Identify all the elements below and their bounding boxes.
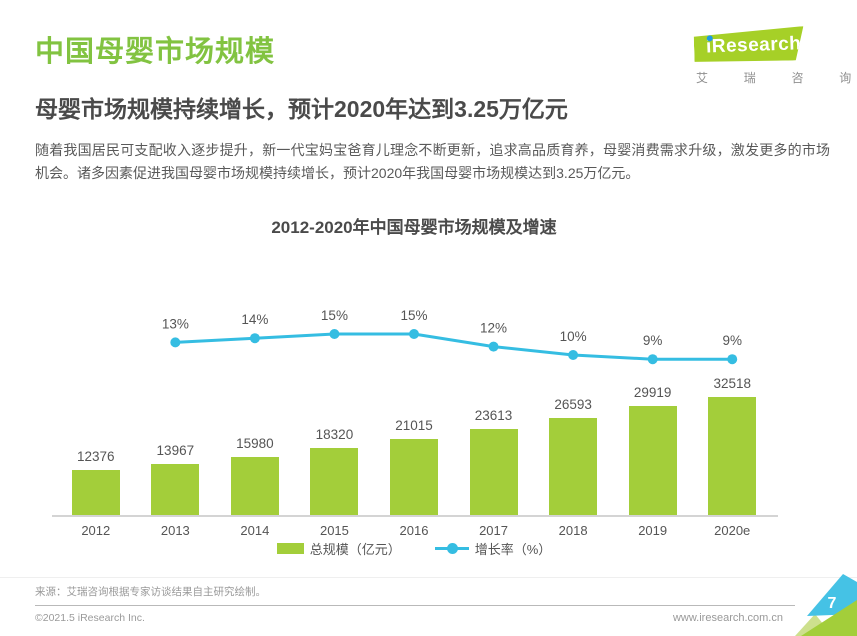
x-axis-label-2014: 2014 xyxy=(240,523,270,538)
growth-rate-point xyxy=(727,354,738,365)
line-legend-swatch-icon xyxy=(434,543,469,554)
bar-value-label: 18320 xyxy=(315,427,354,442)
legend-line-label: 增长率（%） xyxy=(474,542,552,557)
growth-rate-point-label: 15% xyxy=(400,308,427,323)
bar-2019 xyxy=(628,406,677,515)
bar-2012 xyxy=(71,470,120,515)
bar-value-label: 26593 xyxy=(554,397,592,412)
bar-legend-swatch-icon xyxy=(276,543,304,554)
copyright-text: ©2021.5 iResearch Inc. xyxy=(35,612,145,624)
legend-item-line: 增长率（%） xyxy=(434,539,552,558)
growth-rate-point xyxy=(249,333,260,344)
growth-rate-point xyxy=(409,329,419,339)
growth-rate-point xyxy=(488,341,499,352)
slide-subtitle: 母婴市场规模持续增长，预计2020年达到3.25万亿元 xyxy=(35,96,568,122)
bar-2017 xyxy=(469,429,518,515)
iresearch-logo: iResearch 艾 瑞 咨 询 xyxy=(693,26,857,86)
bar-2014 xyxy=(230,457,279,515)
growth-rate-point xyxy=(170,337,181,348)
growth-rate-point xyxy=(568,350,579,360)
legend-item-bar: 总规模（亿元） xyxy=(276,539,401,558)
x-axis-label-2016: 2016 xyxy=(399,523,429,538)
x-axis-label-2018: 2018 xyxy=(558,523,588,538)
x-axis-label-2012: 2012 xyxy=(81,523,111,538)
chart-legend: 总规模（亿元） 增长率（%） xyxy=(56,539,772,558)
footer-divider xyxy=(35,605,795,606)
page-title: 中国母婴市场规模 xyxy=(35,36,276,68)
footer-faint-divider xyxy=(0,577,857,578)
chart-title: 2012-2020年中国母婴市场规模及增速 xyxy=(271,218,557,237)
bar-value-label: 13967 xyxy=(156,443,195,458)
x-axis-label-2013: 2013 xyxy=(160,523,190,538)
growth-rate-polyline xyxy=(175,332,733,361)
logo-brand-chinese: 艾 瑞 咨 询 xyxy=(696,71,857,85)
x-axis-label-2017: 2017 xyxy=(479,523,508,538)
bar-2020e xyxy=(708,397,757,515)
page-number: 7 xyxy=(828,595,837,612)
growth-rate-point-label: 13% xyxy=(162,316,189,331)
bar-2018 xyxy=(549,418,598,515)
bar-value-label: 21015 xyxy=(395,418,433,433)
corner-decoration: 7 xyxy=(795,574,857,636)
iresearch-logo-flag: iResearch xyxy=(693,26,804,64)
x-axis-line xyxy=(52,515,778,517)
growth-rate-point-label: 10% xyxy=(560,329,587,344)
bar-value-label: 12376 xyxy=(77,449,115,464)
x-axis-label-2015: 2015 xyxy=(319,523,349,538)
bar-2013 xyxy=(151,464,200,515)
bar-value-label: 15980 xyxy=(236,436,274,451)
x-axis-label-2019: 2019 xyxy=(638,523,668,538)
growth-rate-point-label: 14% xyxy=(241,312,268,327)
bar-value-label: 32518 xyxy=(713,376,751,391)
bar-value-label: 29919 xyxy=(633,385,672,400)
intro-paragraph: 随着我国居民可支配收入逐步提升，新一代宝妈宝爸育儿理念不断更新，追求高品质育养，… xyxy=(35,142,830,181)
growth-rate-point-label: 12% xyxy=(480,321,507,336)
source-note: 来源：艾瑞咨询根据专家访谈结果自主研究绘制。 xyxy=(35,586,266,598)
growth-rate-point xyxy=(647,354,658,365)
growth-rate-point-label: 9% xyxy=(722,333,742,348)
growth-rate-point xyxy=(329,329,340,339)
bar-2015 xyxy=(310,448,359,515)
legend-bar-label: 总规模（亿元） xyxy=(309,542,401,557)
growth-rate-point-label: 15% xyxy=(321,308,348,323)
bar-line-chart: 总规模（亿元） 增长率（%） 12376 2012 13967 2013 15980 20… xyxy=(52,250,778,570)
website-url: www.iresearch.com.cn xyxy=(672,612,783,624)
growth-rate-point-label: 9% xyxy=(643,333,663,348)
bar-2016 xyxy=(390,439,438,515)
bar-value-label: 23613 xyxy=(474,408,513,423)
logo-brand-text: iResearch xyxy=(705,33,802,58)
growth-rate-line: 13% 14% 15% 15% 12% 10% 9% 9% xyxy=(162,308,742,365)
x-axis-label-2020e: 2020e xyxy=(714,523,751,538)
